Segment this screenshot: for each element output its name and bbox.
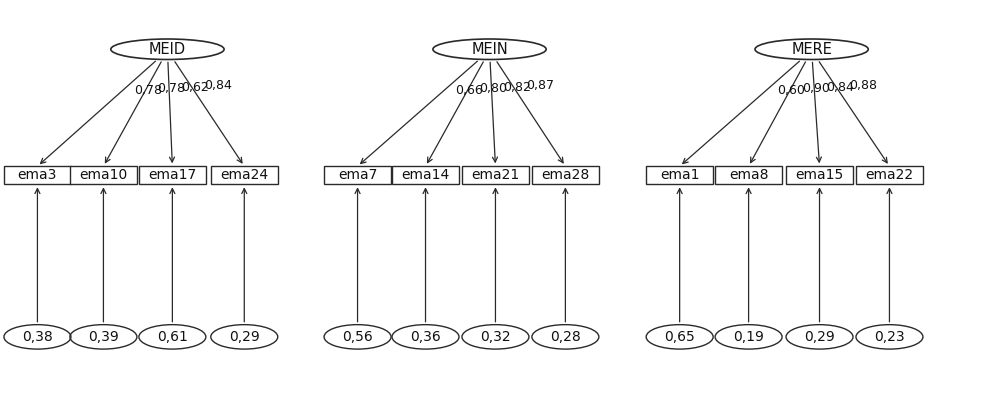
Text: 0,80: 0,80 xyxy=(480,82,507,95)
Text: 0,66: 0,66 xyxy=(455,84,484,97)
Text: 0,38: 0,38 xyxy=(22,330,53,344)
Text: 0,84: 0,84 xyxy=(826,81,854,94)
Text: 0,32: 0,32 xyxy=(480,330,511,344)
Text: 0,78: 0,78 xyxy=(158,82,185,95)
Text: 0,56: 0,56 xyxy=(342,330,373,344)
Text: ema21: ema21 xyxy=(472,168,519,182)
Bar xyxy=(139,166,206,184)
Text: ema15: ema15 xyxy=(796,168,843,182)
Text: 0,84: 0,84 xyxy=(204,79,232,92)
Text: 0,90: 0,90 xyxy=(802,82,829,95)
Text: 0,62: 0,62 xyxy=(181,81,209,94)
Text: 0,87: 0,87 xyxy=(526,79,554,92)
Text: 0,29: 0,29 xyxy=(229,330,260,344)
Text: 0,88: 0,88 xyxy=(849,79,877,92)
Text: 0,39: 0,39 xyxy=(88,330,119,344)
Text: ema10: ema10 xyxy=(80,168,127,182)
Text: 0,23: 0,23 xyxy=(874,330,905,344)
Bar xyxy=(646,166,713,184)
Bar xyxy=(4,166,71,184)
Bar xyxy=(786,166,853,184)
Bar xyxy=(324,166,391,184)
Text: MEID: MEID xyxy=(149,42,186,57)
Bar xyxy=(462,166,529,184)
Bar xyxy=(856,166,923,184)
Text: ema1: ema1 xyxy=(660,168,699,182)
Text: 0,61: 0,61 xyxy=(157,330,188,344)
Text: 0,29: 0,29 xyxy=(804,330,835,344)
Text: MEIN: MEIN xyxy=(471,42,508,57)
Text: 0,82: 0,82 xyxy=(503,81,531,94)
Text: ema14: ema14 xyxy=(402,168,449,182)
Text: 0,78: 0,78 xyxy=(134,84,162,97)
Text: ema3: ema3 xyxy=(18,168,57,182)
Text: ema8: ema8 xyxy=(729,168,768,182)
Text: 0,36: 0,36 xyxy=(410,330,441,344)
Text: ema28: ema28 xyxy=(542,168,589,182)
Text: 0,60: 0,60 xyxy=(777,84,806,97)
Text: ema17: ema17 xyxy=(149,168,196,182)
Text: 0,19: 0,19 xyxy=(733,330,764,344)
Bar xyxy=(70,166,137,184)
Text: ema7: ema7 xyxy=(338,168,377,182)
Bar xyxy=(532,166,599,184)
Text: ema22: ema22 xyxy=(866,168,913,182)
Bar xyxy=(392,166,459,184)
Text: ema24: ema24 xyxy=(221,168,268,182)
Text: 0,28: 0,28 xyxy=(550,330,581,344)
Bar xyxy=(715,166,782,184)
Bar xyxy=(211,166,278,184)
Text: MERE: MERE xyxy=(791,42,832,57)
Text: 0,65: 0,65 xyxy=(664,330,695,344)
